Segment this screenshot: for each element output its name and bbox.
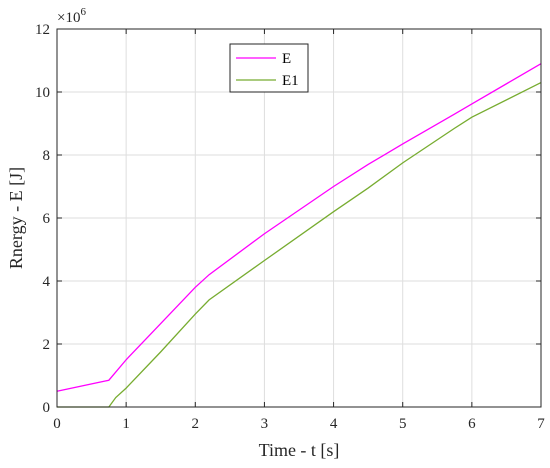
x-tick-label: 3	[261, 416, 269, 432]
x-tick-label: 6	[468, 416, 476, 432]
y-tick-label: 2	[43, 337, 51, 353]
series-line-E	[56, 63, 542, 392]
legend-label-E: E	[282, 51, 291, 67]
y-tick-label: 8	[43, 148, 51, 164]
y-tick-label: 12	[35, 22, 50, 38]
x-tick-label: 1	[122, 416, 130, 432]
legend-label-E1: E1	[282, 73, 299, 89]
x-tick-label: 0	[53, 416, 61, 432]
y-tick-label: 0	[43, 400, 51, 416]
y-tick-label: 4	[43, 274, 51, 290]
x-tick-label: 5	[399, 416, 407, 432]
x-tick-label: 7	[537, 416, 545, 432]
x-tick-label: 4	[330, 416, 338, 432]
y-tick-label: 6	[43, 211, 51, 227]
legend: E E1	[229, 43, 309, 93]
x-tick-label: 2	[192, 416, 200, 432]
y-exponent: ×106	[57, 6, 86, 26]
y-axis-label: Rnergy - E [J]	[6, 167, 26, 269]
series-layer	[56, 63, 542, 408]
x-axis-label: Time - t [s]	[259, 440, 340, 460]
series-line-E1	[57, 81, 542, 408]
legend-box	[229, 43, 309, 93]
y-tick-label: 10	[35, 85, 50, 101]
